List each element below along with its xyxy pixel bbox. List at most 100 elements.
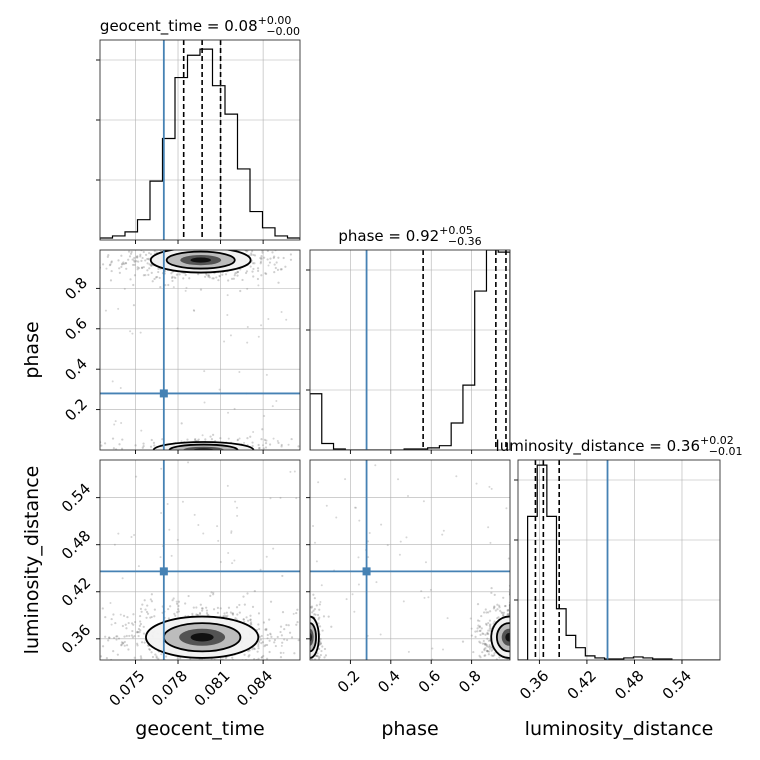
sample-point bbox=[488, 627, 491, 630]
sample-point bbox=[427, 596, 430, 599]
sample-point bbox=[139, 255, 142, 258]
sample-point bbox=[477, 662, 479, 664]
sample-point bbox=[219, 607, 222, 610]
sample-point bbox=[194, 437, 197, 441]
sample-point bbox=[498, 606, 501, 609]
sample-point bbox=[317, 481, 320, 484]
sample-point bbox=[318, 666, 320, 668]
sample-point bbox=[288, 631, 292, 634]
sample-point bbox=[354, 506, 357, 509]
sample-point bbox=[263, 256, 266, 259]
sample-point bbox=[127, 258, 130, 261]
sample-point bbox=[489, 541, 492, 544]
sample-point bbox=[264, 246, 266, 248]
sample-point bbox=[232, 245, 234, 247]
sample-point bbox=[507, 613, 510, 616]
sample-point bbox=[112, 664, 114, 666]
sample-point bbox=[139, 620, 142, 623]
sample-point bbox=[197, 273, 200, 276]
sample-point bbox=[271, 251, 274, 254]
sample-point bbox=[49, 632, 51, 634]
sample-point bbox=[101, 645, 105, 648]
sample-point bbox=[484, 608, 487, 611]
sample-point bbox=[502, 613, 505, 616]
sample-point bbox=[151, 280, 154, 283]
sample-point bbox=[319, 653, 322, 657]
title-plus: +0.02 bbox=[700, 434, 734, 447]
truth-marker bbox=[159, 567, 168, 576]
sample-point bbox=[230, 530, 233, 533]
sample-point bbox=[252, 431, 255, 434]
sample-point bbox=[93, 625, 95, 627]
panel-frame bbox=[99, 39, 301, 241]
sample-point bbox=[170, 246, 172, 248]
sample-point bbox=[150, 438, 153, 442]
sample-point bbox=[236, 506, 239, 509]
sample-point bbox=[153, 277, 156, 281]
sample-point bbox=[287, 624, 290, 627]
sample-point bbox=[318, 603, 322, 606]
sample-point bbox=[153, 444, 156, 447]
sample-point bbox=[143, 599, 146, 602]
sample-point bbox=[107, 639, 110, 642]
sample-point bbox=[328, 448, 330, 450]
sample-point bbox=[233, 665, 235, 667]
sample-point bbox=[242, 246, 244, 248]
sample-point bbox=[89, 247, 91, 249]
density-contour bbox=[310, 633, 312, 642]
sample-point bbox=[262, 447, 265, 450]
sample-point bbox=[253, 589, 256, 593]
sample-point bbox=[154, 653, 157, 656]
sample-point bbox=[142, 442, 145, 445]
sample-point bbox=[174, 664, 176, 666]
sample-point bbox=[322, 615, 326, 618]
sample-point bbox=[136, 256, 139, 259]
sample-point bbox=[155, 655, 158, 658]
sample-point bbox=[233, 274, 236, 277]
sample-point bbox=[213, 245, 215, 247]
sample-point bbox=[321, 629, 324, 632]
y-tick-label: 0.36 bbox=[58, 621, 94, 657]
sample-point bbox=[482, 611, 486, 614]
title-minus: −0.01 bbox=[709, 445, 743, 458]
sample-point bbox=[205, 612, 209, 615]
sample-point bbox=[119, 387, 122, 390]
sample-point bbox=[312, 609, 315, 612]
sample-point bbox=[270, 245, 272, 247]
sample-point bbox=[470, 634, 473, 637]
sample-point bbox=[114, 621, 117, 625]
sample-point bbox=[133, 274, 137, 277]
sample-point bbox=[252, 253, 255, 257]
sample-point bbox=[153, 250, 156, 253]
sample-point bbox=[257, 443, 260, 447]
sample-point bbox=[489, 610, 492, 613]
sample-point bbox=[192, 309, 195, 312]
sample-point bbox=[211, 661, 213, 663]
sample-point bbox=[253, 647, 256, 651]
sample-point bbox=[194, 245, 196, 247]
sample-point bbox=[301, 250, 303, 252]
sample-point bbox=[198, 673, 200, 675]
sample-point bbox=[133, 662, 135, 664]
sample-point bbox=[87, 616, 89, 618]
sample-point bbox=[146, 257, 149, 261]
sample-point bbox=[173, 612, 176, 615]
x-tick-label: 0.36 bbox=[516, 667, 552, 703]
sample-point bbox=[132, 283, 135, 287]
sample-point bbox=[481, 642, 484, 645]
sample-point bbox=[191, 247, 193, 249]
sample-point bbox=[224, 614, 227, 617]
sample-point bbox=[238, 603, 241, 607]
sample-point bbox=[290, 636, 294, 639]
sample-point bbox=[120, 643, 123, 646]
sample-point bbox=[203, 671, 205, 673]
sample-point bbox=[246, 287, 249, 290]
truth-marker bbox=[362, 567, 371, 576]
sample-point bbox=[490, 684, 492, 686]
sample-point bbox=[256, 245, 258, 247]
sample-point bbox=[192, 665, 194, 667]
sample-point bbox=[257, 245, 259, 247]
sample-point bbox=[179, 657, 182, 660]
hist-panel-geocent_time: geocent_time = 0.08+0.00 −0.00 bbox=[96, 14, 301, 241]
sample-point bbox=[236, 270, 240, 274]
